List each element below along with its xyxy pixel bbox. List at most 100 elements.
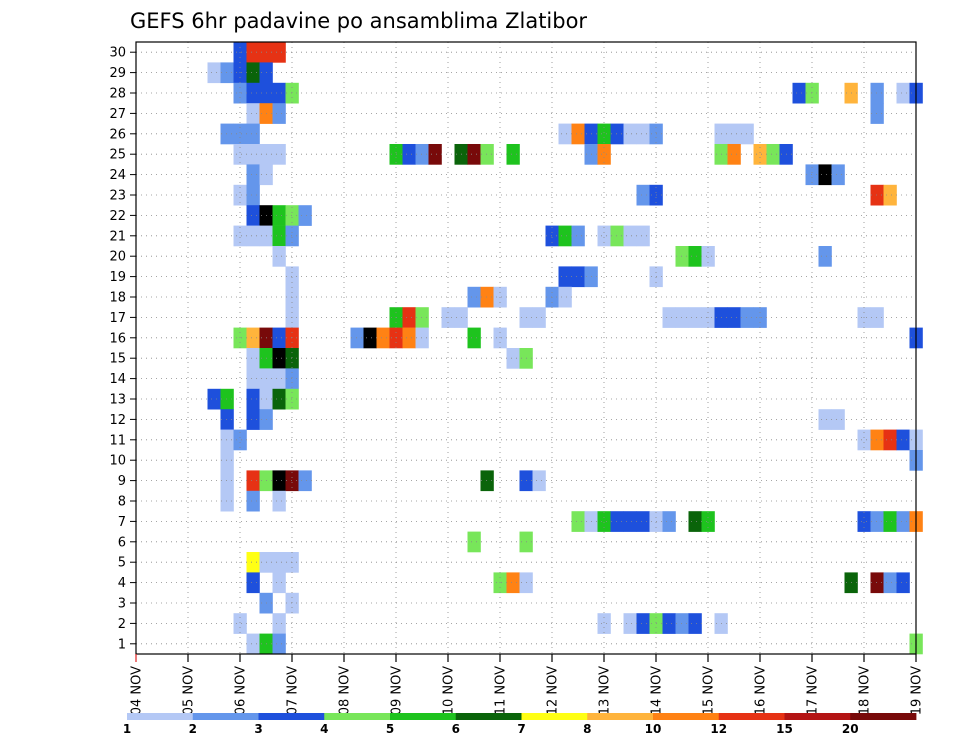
color-legend: 1 2 3 4 5 6 7 8 10 12 15 20 bbox=[123, 713, 917, 736]
heatmap-cell bbox=[467, 531, 481, 553]
y-tick-label: 5 bbox=[118, 556, 126, 571]
legend-label: 3 bbox=[254, 722, 262, 736]
x-tick-label: 19 NOV bbox=[910, 666, 925, 715]
heatmap-cell bbox=[896, 572, 910, 594]
x-tick-label: 15 NOV bbox=[702, 666, 717, 715]
heatmap-cell bbox=[272, 225, 286, 247]
x-tick-label: 11 NOV bbox=[494, 666, 509, 715]
legend-label: 4 bbox=[320, 722, 328, 736]
heatmap-cell bbox=[727, 123, 741, 145]
y-tick-label: 8 bbox=[118, 495, 126, 510]
heatmap-cell bbox=[701, 511, 715, 532]
legend-swatch bbox=[850, 713, 917, 720]
legend-label: 6 bbox=[452, 722, 460, 736]
y-tick-label: 27 bbox=[109, 107, 126, 122]
heatmap-cell bbox=[571, 123, 585, 145]
x-tick-label: 16 NOV bbox=[754, 666, 769, 715]
heatmap-cell bbox=[597, 511, 611, 532]
heatmap-cell bbox=[870, 307, 884, 328]
heatmap-cell bbox=[480, 470, 494, 492]
heatmap-cell bbox=[272, 103, 286, 124]
heatmap-cell bbox=[246, 82, 260, 104]
heatmap-cell bbox=[220, 429, 234, 451]
heatmap-cell bbox=[285, 368, 299, 390]
y-axis: 1234567891011121314151617181920212223242… bbox=[109, 46, 136, 652]
heatmap-cell bbox=[298, 470, 312, 492]
chart-title: GEFS 6hr padavine po ansamblima Zlatibor bbox=[130, 9, 587, 33]
heatmap-cell bbox=[233, 429, 247, 451]
heatmap-cell bbox=[350, 327, 364, 349]
heatmap-cell bbox=[870, 429, 884, 451]
heatmap-cell bbox=[753, 144, 767, 165]
heatmap-cell bbox=[662, 511, 676, 532]
y-tick-label: 14 bbox=[109, 372, 126, 387]
heatmap-cell bbox=[558, 266, 572, 288]
legend-swatch bbox=[521, 713, 588, 720]
heatmap-cell bbox=[272, 205, 286, 226]
heatmap-cell bbox=[636, 613, 650, 634]
legend-label: 10 bbox=[645, 722, 662, 736]
heatmap-cell bbox=[246, 103, 260, 124]
heatmap-cell bbox=[272, 552, 286, 573]
legend-swatch bbox=[192, 713, 259, 720]
y-tick-label: 4 bbox=[118, 576, 126, 591]
heatmap-cell bbox=[740, 307, 754, 328]
heatmap-cell bbox=[246, 327, 260, 349]
heatmap-cell bbox=[610, 225, 624, 247]
heatmap-cell bbox=[246, 552, 260, 573]
heatmap-cell bbox=[857, 511, 871, 532]
heatmap-cell bbox=[857, 429, 871, 451]
heatmap-cell bbox=[532, 470, 546, 492]
x-tick-label: 14 NOV bbox=[650, 666, 665, 715]
heatmap-cell bbox=[597, 613, 611, 634]
heatmap-cell bbox=[597, 144, 611, 165]
heatmap-cell bbox=[220, 490, 234, 512]
legend-label: 15 bbox=[776, 722, 793, 736]
heatmap-cell bbox=[233, 123, 247, 145]
heatmap-cell bbox=[870, 572, 884, 594]
heatmap-cell bbox=[428, 144, 442, 165]
heatmap-cell bbox=[246, 572, 260, 594]
heatmap-cell bbox=[233, 184, 247, 206]
x-tick-label: 04 NOV bbox=[130, 666, 145, 715]
heatmap-cell bbox=[558, 225, 572, 247]
y-tick-label: 1 bbox=[118, 637, 126, 652]
heatmap-cell bbox=[467, 327, 481, 349]
heatmap-cell bbox=[246, 205, 260, 226]
heatmap-cell bbox=[272, 246, 286, 267]
y-tick-label: 19 bbox=[109, 270, 126, 285]
heatmap-cell bbox=[883, 572, 897, 594]
heatmap-cell bbox=[623, 511, 637, 532]
y-tick-label: 16 bbox=[109, 331, 126, 346]
x-tick-label: 12 NOV bbox=[546, 666, 561, 715]
legend-swatch bbox=[784, 713, 851, 720]
heatmap-cell bbox=[571, 511, 585, 532]
heatmap-cell bbox=[805, 82, 819, 104]
heatmap-cell bbox=[896, 82, 910, 104]
legend-label: 7 bbox=[517, 722, 525, 736]
heatmap-cell bbox=[870, 82, 884, 104]
y-tick-label: 26 bbox=[109, 127, 126, 142]
heatmap-cell bbox=[688, 613, 702, 634]
heatmap-cell bbox=[272, 82, 286, 104]
heatmap-cell bbox=[246, 184, 260, 206]
heatmap-cell bbox=[506, 348, 520, 369]
heatmap-cell bbox=[285, 592, 299, 614]
heatmap-cell bbox=[662, 613, 676, 634]
heatmap-cell bbox=[831, 164, 845, 186]
heatmap-cell bbox=[298, 205, 312, 226]
heatmap-cell bbox=[675, 613, 689, 634]
heatmap-cell bbox=[675, 246, 689, 267]
heatmap-cell bbox=[402, 307, 416, 328]
heatmap-cell bbox=[480, 144, 494, 165]
plot-frame bbox=[135, 41, 917, 655]
heatmap-cell bbox=[701, 246, 715, 267]
heatmap-cell bbox=[792, 82, 806, 104]
x-tick-label: 08 NOV bbox=[338, 666, 353, 715]
y-tick-label: 13 bbox=[109, 393, 126, 408]
legend-swatch bbox=[718, 713, 785, 720]
x-tick-label: 17 NOV bbox=[806, 666, 821, 715]
legend-swatch bbox=[653, 713, 720, 720]
heatmap-cell bbox=[480, 286, 494, 308]
heatmap-cell bbox=[285, 470, 299, 492]
